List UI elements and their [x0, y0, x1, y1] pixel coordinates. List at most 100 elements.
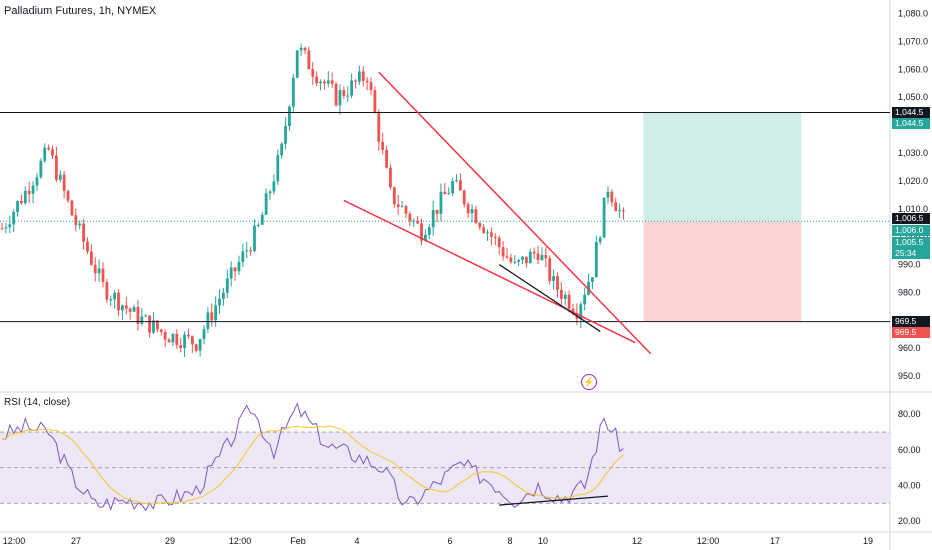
time-tick-label: 29 — [165, 536, 175, 546]
candle-body — [338, 90, 342, 106]
candle-body — [591, 277, 594, 282]
candle-body — [51, 149, 54, 156]
candle-body — [225, 278, 229, 293]
time-tick-label: 10 — [538, 536, 548, 546]
candle-body — [435, 209, 439, 214]
candle-body — [369, 82, 373, 91]
candle-body — [377, 112, 381, 142]
candle-body — [501, 247, 505, 257]
candle-body — [272, 181, 276, 192]
candle-body — [431, 209, 435, 228]
candle-body — [451, 181, 454, 194]
candle-body — [482, 227, 486, 234]
price-tick-label: 980.0 — [898, 287, 921, 297]
candle-body — [183, 334, 186, 349]
candle-body — [171, 333, 175, 343]
price-tag: 1,044.5 — [892, 117, 930, 129]
candle-body — [598, 237, 602, 242]
candle-body — [544, 255, 548, 259]
rsi-tick-label: 80.00 — [898, 409, 921, 419]
candle-body — [89, 251, 93, 265]
candle-body — [447, 193, 451, 195]
candle-body — [490, 232, 493, 237]
candle-body — [385, 149, 388, 168]
candle-body — [288, 106, 291, 127]
rsi-divergence-line[interactable] — [499, 495, 609, 506]
candle-body — [187, 334, 190, 337]
wedge-upper-trendline[interactable] — [378, 71, 652, 355]
candle-body — [128, 308, 132, 312]
candle-body — [54, 155, 58, 180]
price-divergence-line[interactable] — [498, 263, 601, 332]
candle-body — [381, 141, 385, 150]
candle-body — [396, 204, 400, 207]
rsi-tick-label: 20.00 — [898, 516, 921, 526]
candle-body — [280, 143, 284, 156]
chart-title: Palladium Futures, 1h, NYMEX — [4, 5, 157, 17]
candle-body — [521, 256, 524, 261]
candle-body — [23, 190, 27, 204]
time-tick-label: 6 — [447, 536, 452, 546]
candle-body — [602, 197, 606, 238]
candle-body — [583, 294, 587, 305]
candle-body — [175, 333, 179, 346]
flash-icon[interactable]: ⚡ — [581, 374, 597, 390]
price-tag: 1,006.5 — [892, 212, 930, 224]
candle-body — [587, 281, 590, 295]
candle-body — [101, 268, 105, 283]
candle-body — [163, 332, 167, 340]
candle-body — [82, 223, 85, 242]
time-tick-label: 17 — [770, 536, 780, 546]
time-tick-label: 4 — [354, 536, 359, 546]
price-tick-label: 990.0 — [898, 260, 921, 270]
stop-zone[interactable] — [643, 221, 802, 322]
price-tick-label: 950.0 — [898, 371, 921, 381]
candle-body — [268, 191, 272, 194]
candle-body — [31, 185, 35, 194]
candle-body — [326, 80, 330, 84]
price-tick-label: 1,020.0 — [898, 176, 928, 186]
wedge-lower-trendline[interactable] — [343, 199, 636, 344]
candle-body — [39, 160, 43, 178]
candle-body — [458, 180, 462, 191]
candle-body — [389, 167, 392, 188]
candle-body — [412, 220, 416, 222]
candle-body — [365, 80, 369, 83]
candle-body — [214, 305, 218, 321]
candle-body — [622, 210, 625, 212]
price-tick-label: 1,070.0 — [898, 36, 928, 46]
candle-body — [74, 215, 78, 226]
candle-body — [536, 253, 540, 261]
candle-body — [152, 320, 155, 333]
price-tick-label: 1,030.0 — [898, 148, 928, 158]
candle-body — [117, 292, 120, 311]
candle-body — [47, 147, 51, 150]
candle-body — [97, 268, 101, 274]
candle-body — [400, 206, 404, 208]
target-zone[interactable] — [643, 112, 802, 222]
candle-body — [509, 257, 513, 263]
candle-body — [486, 232, 489, 234]
candle-body — [408, 213, 412, 222]
candle-body — [618, 210, 622, 212]
candle-body — [517, 260, 521, 262]
candle-body — [8, 224, 12, 228]
price-tick-label: 1,050.0 — [898, 92, 928, 102]
candle-body — [245, 250, 249, 252]
candle-body — [43, 147, 47, 161]
candle-body — [392, 187, 396, 205]
candle-body — [4, 227, 8, 229]
chart-drawings[interactable] — [0, 71, 890, 506]
candle-body — [20, 201, 23, 204]
candle-body — [474, 209, 478, 224]
rsi-ma-line — [1, 425, 624, 505]
candle-body — [614, 202, 618, 212]
candle-body — [610, 191, 614, 203]
candle-body — [357, 71, 361, 82]
time-tick-label: 27 — [71, 536, 81, 546]
candle-body — [571, 308, 575, 313]
candle-body — [78, 223, 82, 226]
candle-body — [462, 190, 466, 205]
candle-body — [330, 80, 334, 84]
